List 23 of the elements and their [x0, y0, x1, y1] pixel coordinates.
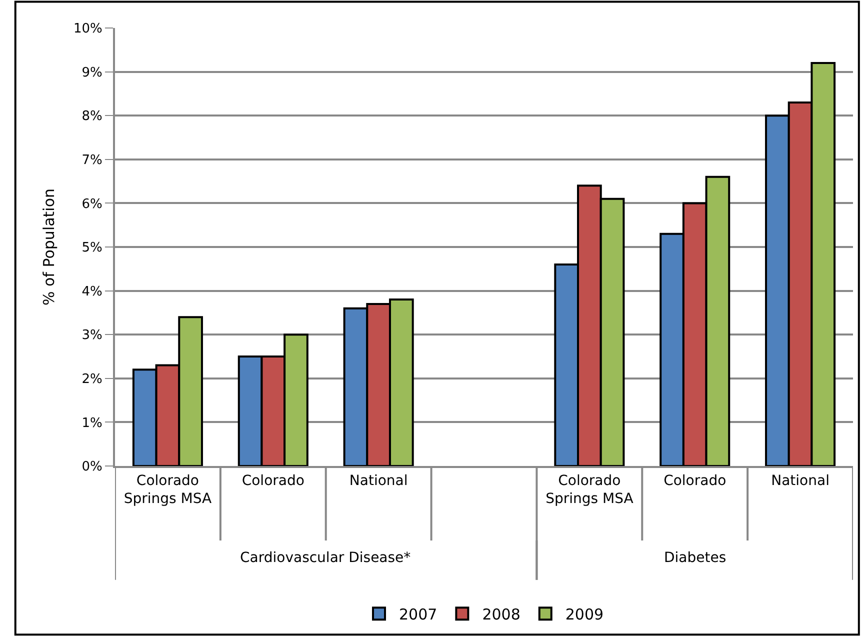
x-tick-label: Colorado Springs MSA: [546, 472, 634, 507]
y-axis-title: % of Population: [40, 188, 58, 306]
legend-label: 2009: [565, 606, 604, 624]
legend-label: 2007: [399, 606, 438, 624]
x-tick-label: National: [771, 472, 830, 489]
text: Cardiovascular Disease*: [240, 550, 411, 566]
y-tick-label: 1%: [82, 416, 102, 431]
y-tick-label: 9%: [82, 65, 102, 80]
text: Diabetes: [664, 550, 726, 566]
y-tick-label: 6%: [82, 196, 102, 212]
legend-label: 2008: [482, 606, 520, 624]
y-tick-label: 7%: [82, 152, 102, 168]
x-tick-label: National: [349, 472, 408, 489]
y-tick-label: 5%: [82, 240, 102, 256]
x-tick-label: Colorado: [242, 472, 304, 489]
x-tick-label: Colorado: [664, 472, 726, 489]
y-tick-label: 0%: [82, 460, 102, 475]
x-tick-label: Colorado Springs MSA: [124, 472, 212, 507]
y-tick-label: 10%: [73, 22, 102, 37]
y-tick-label: 2%: [82, 372, 102, 387]
y-tick-label: 8%: [82, 109, 102, 124]
y-tick-label: 4%: [82, 284, 102, 300]
y-tick-label: 3%: [82, 328, 102, 344]
